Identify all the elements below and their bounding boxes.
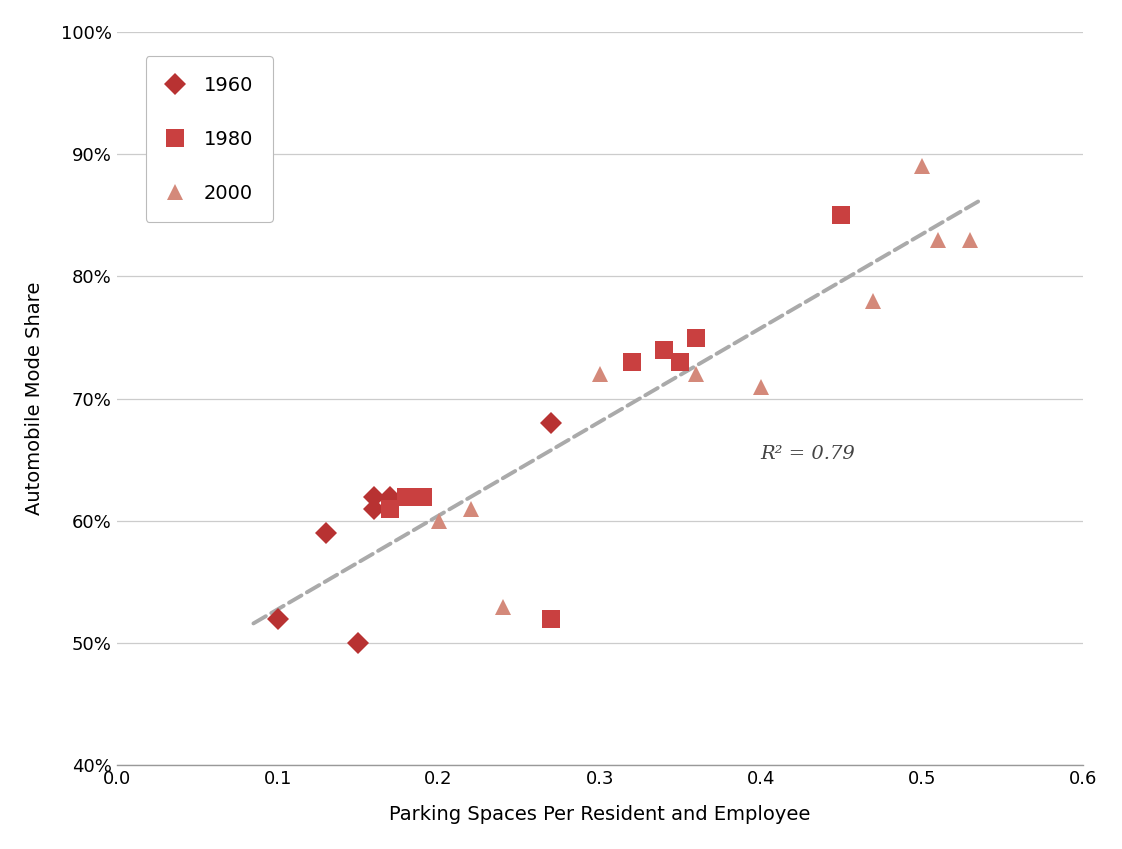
Line: 1960: 1960	[270, 415, 559, 651]
1980	[544, 614, 558, 624]
1980	[625, 357, 638, 367]
Line: 2000: 2000	[431, 158, 978, 615]
Legend: 1960, 1980, 2000: 1960, 1980, 2000	[146, 56, 273, 222]
1980	[399, 492, 413, 502]
1980	[416, 492, 430, 502]
1960	[544, 418, 558, 428]
1980	[384, 503, 397, 514]
2000	[916, 161, 929, 171]
X-axis label: Parking Spaces Per Resident and Employee: Parking Spaces Per Resident and Employee	[389, 805, 810, 824]
1980	[690, 333, 703, 343]
1960	[368, 503, 381, 514]
2000	[964, 234, 977, 245]
1960	[384, 492, 397, 502]
2000	[866, 295, 880, 306]
1960	[270, 614, 284, 624]
Text: R² = 0.79: R² = 0.79	[761, 445, 855, 463]
2000	[754, 381, 767, 391]
1980	[673, 357, 687, 367]
2000	[496, 601, 509, 611]
Line: 1980: 1980	[381, 206, 850, 627]
Y-axis label: Automobile Mode Share: Automobile Mode Share	[25, 282, 44, 515]
2000	[432, 516, 445, 526]
1960	[351, 638, 365, 649]
1960	[368, 492, 381, 502]
1980	[835, 211, 848, 221]
2000	[931, 234, 945, 245]
2000	[465, 503, 478, 514]
2000	[690, 369, 703, 380]
1960	[319, 528, 332, 538]
1980	[657, 345, 671, 355]
2000	[592, 369, 606, 380]
